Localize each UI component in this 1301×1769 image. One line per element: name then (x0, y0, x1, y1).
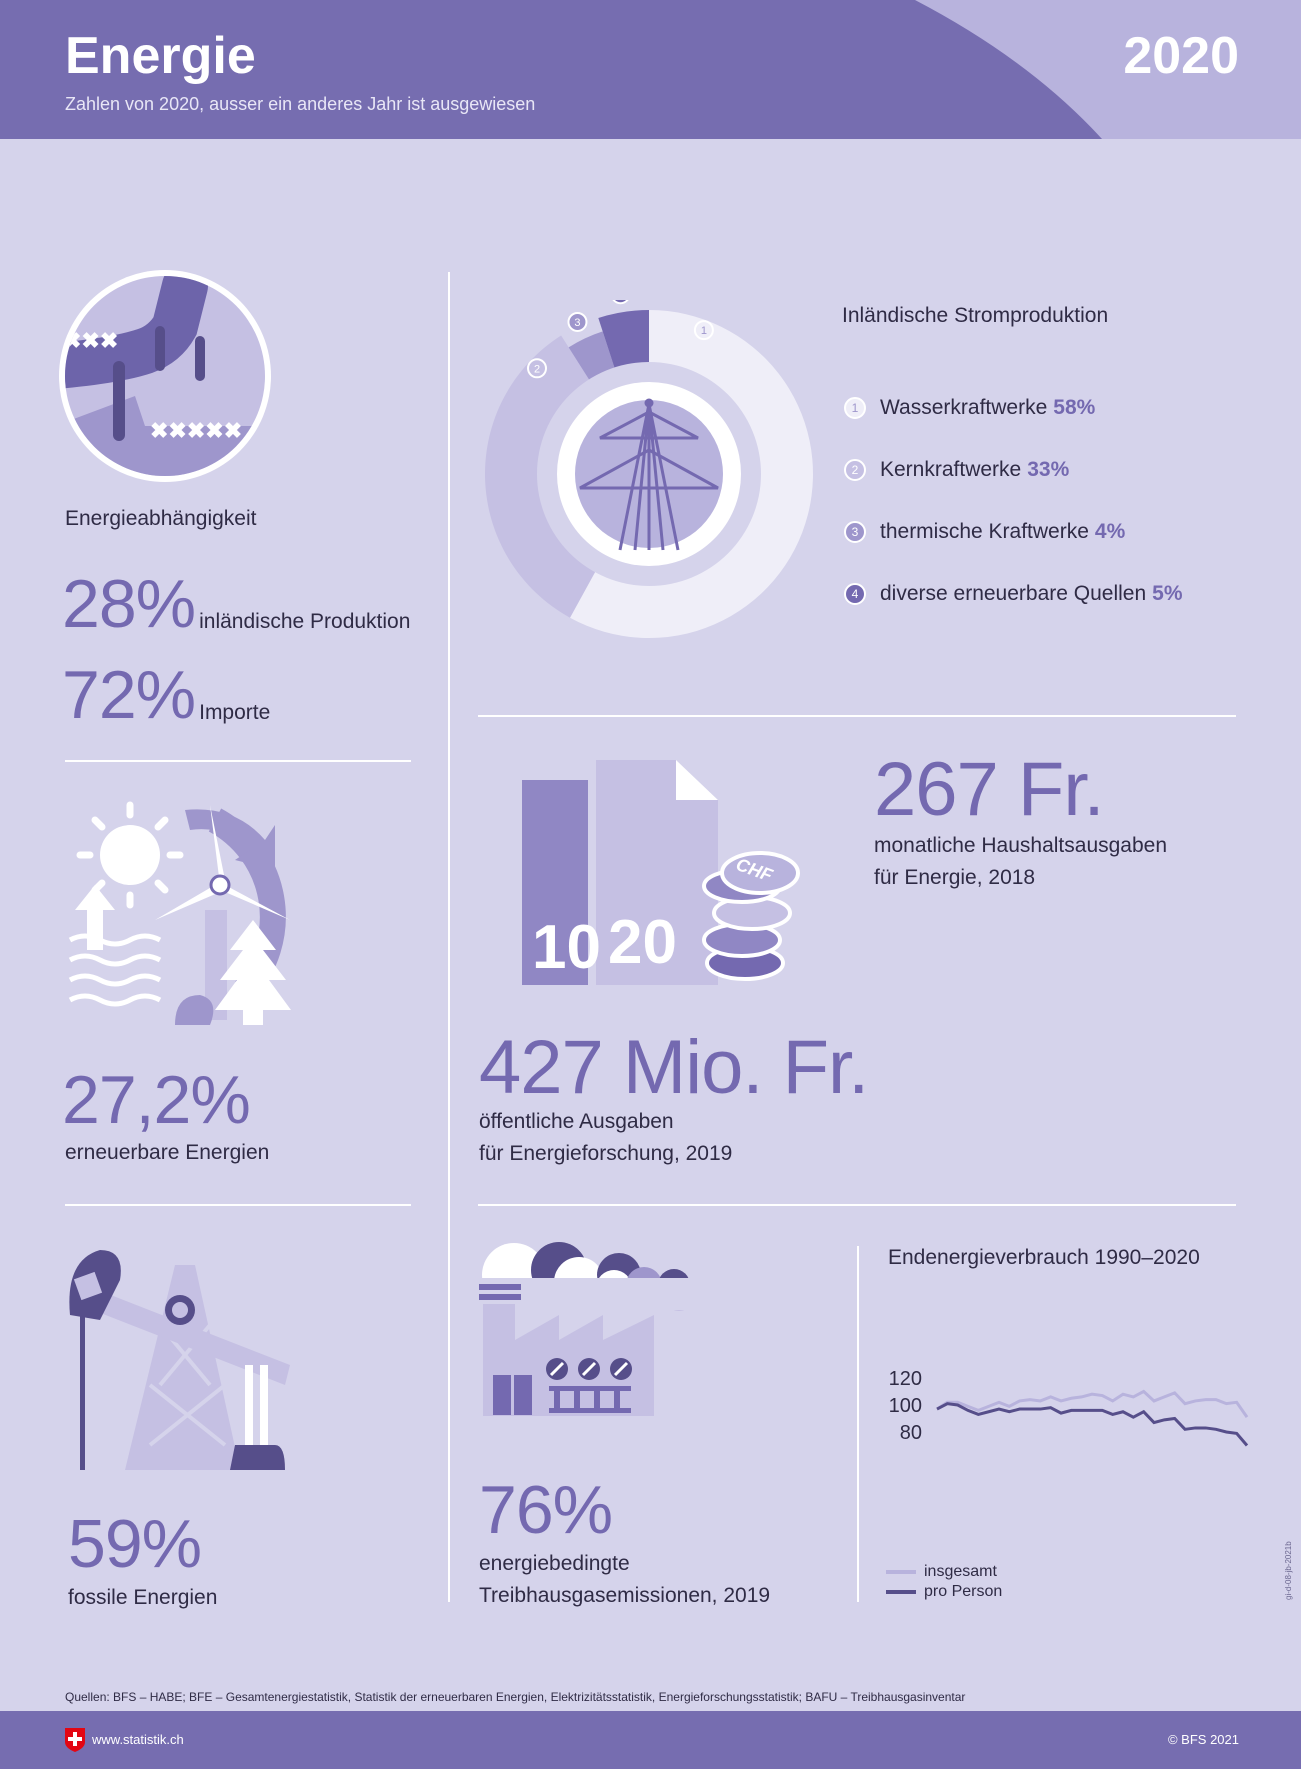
donut-title: Inländische Stromproduktion (842, 304, 1109, 327)
legend-number: 1 (844, 397, 866, 419)
bills-coins-icon: 10 20 CHF (522, 760, 800, 985)
domestic-value: 28% (62, 566, 196, 642)
emissions-line2: Treibhausgasemissionen, 2019 (479, 1584, 771, 1607)
swiss-cross-icon (65, 1728, 85, 1752)
legend-number: 2 (844, 459, 866, 481)
sources-text: Quellen: BFS – HABE; BFE – Gesamtenergie… (65, 1690, 966, 1704)
chart-divider (857, 1246, 859, 1602)
research-value: 427 Mio. Fr. (479, 1025, 869, 1110)
renewable-value: 27,2% (62, 1062, 251, 1138)
legend-item: insgesamt (886, 1562, 1002, 1582)
legend-label: pro Person (924, 1583, 1003, 1600)
divider (478, 715, 1236, 717)
series-line-insgesamt (936, 1389, 1249, 1419)
legend-value: 33% (1027, 458, 1070, 481)
legend-item: 4 diverse erneuerbare Quellen 5% (844, 563, 1183, 625)
line-legend: insgesamt pro Person (886, 1562, 1002, 1602)
legend-item: 3 thermische Kraftwerke 4% (844, 501, 1183, 563)
legend-number: 3 (844, 521, 866, 543)
svg-text:✖✖✖✖✖: ✖✖✖✖✖ (150, 418, 242, 443)
website-link[interactable]: www.statistik.ch (92, 1732, 184, 1747)
donut-legend: 1 Wasserkraftwerke 58% 2 Kernkraftwerke 33% … (844, 377, 1183, 625)
slice-number: 1 (701, 325, 707, 337)
legend-item: pro Person (886, 1582, 1002, 1602)
legend-number: 4 (844, 583, 866, 605)
fossil-label: fossile Energien (68, 1586, 218, 1609)
line-chart: 120 100 80 (889, 1368, 1249, 1447)
household-value: 267 Fr. (874, 747, 1105, 832)
slice-number: 4 (617, 300, 623, 301)
column-divider (448, 272, 450, 1602)
slice-number-badge (693, 320, 714, 341)
factory-icon (479, 1242, 709, 1416)
pipeline-icon: ✖✖✖ ✖✖✖✖✖ (59, 270, 271, 482)
emissions-value: 76% (479, 1472, 613, 1548)
year-label: 2020 (1123, 27, 1239, 85)
line-chart-title: Endenergieverbrauch 1990–2020 (888, 1246, 1200, 1269)
slice-number-badge (527, 358, 548, 379)
research-line1: öffentliche Ausgaben (479, 1110, 674, 1133)
research-line2: für Energieforschung, 2019 (479, 1142, 733, 1165)
emissions-line1: energiebedingte (479, 1552, 630, 1575)
copyright: © BFS 2021 (1167, 1732, 1239, 1747)
import-value: 72% (62, 657, 196, 733)
oil-pump-icon (69, 1250, 290, 1470)
page-subtitle: Zahlen von 2020, ausser ein anderes Jahr… (65, 94, 536, 114)
electricity-donut-chart: 1 2 3 4 (484, 300, 813, 638)
y-tick-label: 80 (900, 1422, 922, 1444)
legend-value: 4% (1094, 520, 1126, 543)
bill-text: 20 (608, 908, 677, 977)
legend-item: 2 Kernkraftwerke 33% (844, 439, 1183, 501)
dependency-label: Energieabhängigkeit (65, 507, 257, 530)
divider (65, 760, 411, 762)
legend-label: Kernkraftwerke (880, 458, 1022, 481)
fossil-value: 59% (68, 1506, 202, 1582)
legend-swatch (886, 1570, 916, 1574)
slice-number: 3 (574, 317, 580, 329)
graphic-code: gi-d-08-jb-2021b (1284, 1541, 1293, 1600)
power-pylon-icon (579, 398, 719, 551)
import-label: Importe (199, 701, 271, 724)
legend-item: 1 Wasserkraftwerke 58% (844, 377, 1183, 439)
slice-number: 2 (534, 363, 540, 375)
footer: www.statistik.ch © BFS 2021 (0, 1711, 1301, 1769)
renewable-energy-icon (68, 801, 291, 1025)
legend-label: diverse erneuerbare Quellen (880, 582, 1147, 605)
renewable-label: erneuerbare Energien (65, 1141, 270, 1164)
header-shape (915, 0, 1301, 139)
divider (478, 1204, 1236, 1206)
household-line2: für Energie, 2018 (874, 866, 1036, 889)
series-line-pro-person (936, 1402, 1249, 1447)
domestic-label: inländische Produktion (199, 610, 411, 633)
legend-label: thermische Kraftwerke (880, 520, 1089, 543)
slice-number-badge (612, 300, 629, 305)
y-tick-label: 120 (889, 1368, 922, 1390)
legend-value: 58% (1053, 396, 1096, 419)
divider (65, 1204, 411, 1206)
slice-number-badge (567, 311, 588, 332)
y-tick-label: 100 (889, 1395, 922, 1417)
household-line1: monatliche Haushaltsausgaben (874, 834, 1168, 857)
legend-label: Wasserkraftwerke (880, 396, 1048, 419)
bill-text: 10 (532, 913, 601, 982)
legend-label: insgesamt (924, 1563, 997, 1580)
legend-value: 5% (1152, 582, 1183, 605)
page-title: Energie (65, 27, 256, 85)
header: Energie Zahlen von 2020, ausser ein ande… (0, 0, 1301, 139)
legend-swatch (886, 1590, 916, 1594)
